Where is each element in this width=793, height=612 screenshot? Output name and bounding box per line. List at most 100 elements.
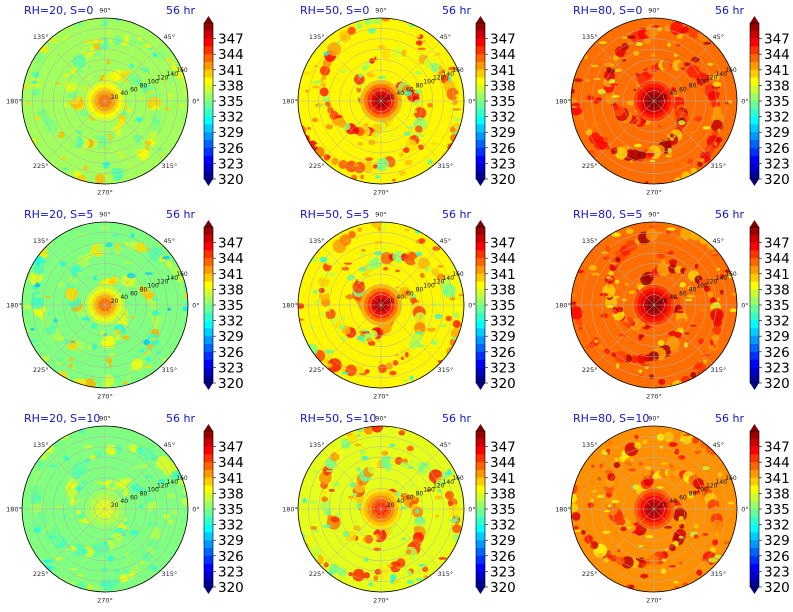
angle-tick-label: 90° [375,211,387,219]
radial-tick-label: 120 [706,75,718,82]
radial-tick-label: 20 [660,502,668,509]
angle-tick-label: 45° [713,33,725,41]
angle-tick-label: 225° [582,162,598,170]
colorbar-tick-label: 341 [764,471,790,487]
panel-time-label: 56 hr [166,208,195,221]
angle-tick-label: 315° [710,366,726,374]
colorbar-extend-max [750,16,759,23]
angle-tick-label: 180° [282,302,298,310]
colorbar-tick-label: 326 [490,345,516,361]
radial-tick-label: 160 [452,475,464,482]
angle-tick-label: 270° [646,189,662,197]
polar-grid [297,17,465,185]
angle-tick-label: 315° [161,366,177,374]
angle-tick-label: 270° [97,597,113,605]
panel-time-label: 56 hr [715,412,744,425]
colorbar-tick-label: 320 [218,580,244,596]
colorbar-tick-label: 344 [490,47,516,63]
colorbar-tick-label: 347 [764,32,790,48]
radial-tick-label: 40 [669,294,677,301]
colorbar-tick-label: 326 [764,549,790,565]
colorbar-extend-min [204,383,213,390]
radial-tick-label: 20 [111,298,119,305]
panel-title: RH=50, S=10 [300,412,376,425]
colorbar-extend-max [204,220,213,227]
panel-time-label: 56 hr [442,412,471,425]
radial-tick-label: 100 [423,283,435,290]
colorbar-tick-label: 335 [490,502,516,518]
colorbar-tick-label: 347 [218,440,244,456]
colorbar-tick-label: 341 [764,63,790,79]
radial-tick-label: 120 [706,483,718,490]
angle-tick-label: 180° [282,98,298,106]
polar-panel: 90°45°0°315°270°225°180°135°204060801001… [6,208,244,401]
colorbar-extend-min [750,587,759,594]
angle-tick-label: 90° [375,7,387,15]
colorbar-tick-label: 332 [218,518,244,534]
heatmap-field [22,426,188,592]
angle-tick-label: 315° [161,162,177,170]
colorbar-tick-label: 344 [490,455,516,471]
radial-tick-label: 60 [406,290,414,297]
angle-tick-label: 180° [282,506,298,514]
colorbar-tick-label: 329 [218,329,244,345]
radial-tick-label: 120 [433,279,445,286]
colorbar-tick-label: 329 [490,329,516,345]
colorbar-tick-label: 323 [490,156,516,172]
angle-tick-label: 180° [6,506,22,514]
angle-tick-label: 225° [309,366,325,374]
polar-grid [21,425,189,593]
angle-tick-label: 270° [646,597,662,605]
colorbar-tick-label: 338 [490,78,516,94]
polar-frame [297,17,465,185]
heatmap-field [22,18,188,184]
angle-tick-label: 90° [648,7,660,15]
radial-tick-label: 80 [416,491,424,498]
angle-tick-label: 180° [555,506,571,514]
angle-tick-label: 315° [710,570,726,578]
radial-tick-label: 40 [669,90,677,97]
polar-panel: 90°45°0°315°270°225°180°135°204060801001… [282,412,516,605]
colorbar-tick-label: 341 [218,267,244,283]
angle-tick-label: 135° [582,237,598,245]
radial-tick-label: 40 [396,294,404,301]
colorbar-extend-max [476,424,485,431]
radial-tick-label: 20 [111,502,119,509]
colorbar-tick-label: 341 [490,63,516,79]
radial-tick-label: 20 [660,298,668,305]
polar-panel: 90°45°0°315°270°225°180°135°204060801001… [555,412,790,605]
panel-title: RH=20, S=10 [24,412,100,425]
radial-tick-label: 60 [679,86,687,93]
angle-tick-label: 315° [437,570,453,578]
colorbar-tick-label: 338 [218,78,244,94]
radial-tick-label: 40 [120,90,128,97]
colorbar-extend-min [204,587,213,594]
colorbar-tick-label: 323 [218,156,244,172]
colorbar-tick-label: 347 [764,440,790,456]
colorbar-tick-label: 347 [218,236,244,252]
colorbar-tick-label: 338 [764,78,790,94]
angle-tick-label: 135° [309,33,325,41]
colorbar-extend-max [476,220,485,227]
radial-tick-label: 140 [716,71,728,78]
angle-tick-label: 0° [468,98,475,106]
angle-tick-label: 90° [375,415,387,423]
colorbar-extend-max [750,220,759,227]
angle-tick-label: 0° [741,506,748,514]
colorbar-tick-label: 341 [490,267,516,283]
colorbar-tick-label: 323 [764,564,790,580]
colorbar-tick-label: 326 [218,345,244,361]
colorbar-tick-label: 341 [764,267,790,283]
colorbar-tick-label: 323 [218,564,244,580]
colorbar-tick-label: 332 [764,110,790,126]
radial-tick-label: 60 [130,290,138,297]
radial-tick-label: 140 [716,479,728,486]
angle-tick-label: 135° [33,33,49,41]
angle-tick-label: 45° [164,33,176,41]
angle-tick-label: 0° [192,506,199,514]
angle-tick-label: 135° [582,33,598,41]
